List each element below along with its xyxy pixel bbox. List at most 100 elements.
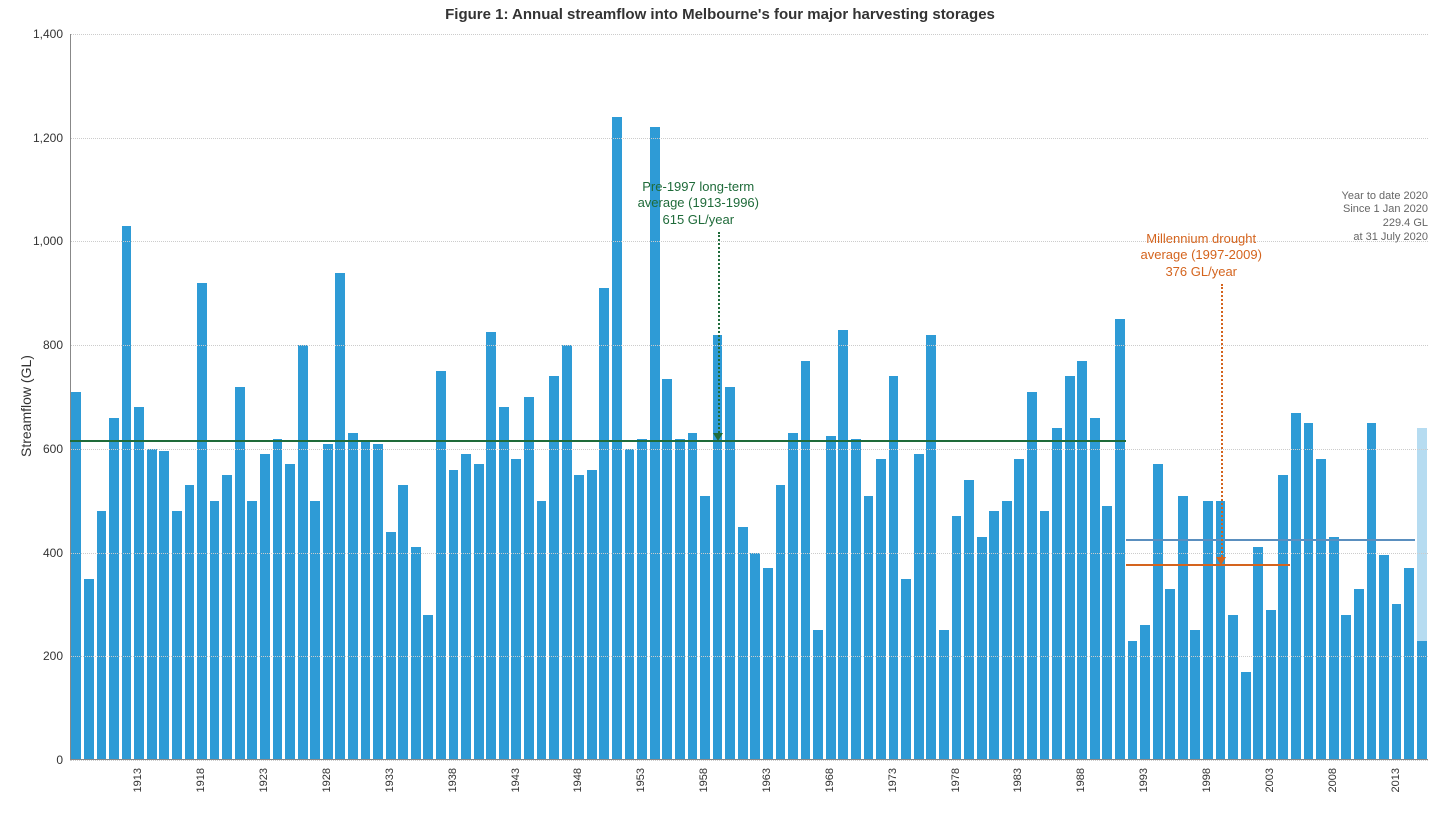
annotation-line: Pre-1997 long-term — [638, 179, 759, 195]
bar — [688, 433, 698, 760]
x-tick-label: 1938 — [447, 768, 459, 828]
bar — [499, 407, 509, 760]
bar — [1115, 319, 1125, 760]
annotation-arrow-pre1997 — [713, 433, 723, 441]
bar — [159, 451, 169, 760]
bar — [813, 630, 823, 760]
x-axis-line — [70, 759, 1428, 760]
bar — [801, 361, 811, 760]
y-tick-label: 1,200 — [15, 131, 63, 145]
bar — [599, 288, 609, 760]
bar — [788, 433, 798, 760]
annotation-line: average (1913-1996) — [638, 195, 759, 211]
bar — [1014, 459, 1024, 760]
bar — [172, 511, 182, 760]
bar — [1278, 475, 1288, 760]
bar — [625, 449, 635, 760]
x-tick-label: 1933 — [384, 768, 396, 828]
bar — [185, 485, 195, 760]
annotation-leader-millennium — [1221, 284, 1223, 557]
x-tick-label: 1973 — [887, 768, 899, 828]
bar — [1002, 501, 1012, 760]
bar — [134, 407, 144, 760]
bar — [1304, 423, 1314, 760]
bar — [436, 371, 446, 760]
bar — [84, 579, 94, 761]
x-tick-label: 1953 — [635, 768, 647, 828]
last-bar-footnote: Year to date 2020Since 1 Jan 2020229.4 G… — [1278, 190, 1428, 245]
bar — [537, 501, 547, 760]
bar — [612, 117, 622, 760]
reference-line-post1997 — [1126, 539, 1415, 541]
x-tick-label: 2003 — [1264, 768, 1276, 828]
bar — [411, 547, 421, 760]
bar — [587, 470, 597, 760]
bar — [901, 579, 911, 761]
bar — [889, 376, 899, 760]
bar — [864, 496, 874, 760]
bar — [738, 527, 748, 760]
bar — [285, 464, 295, 760]
bar — [1367, 423, 1377, 760]
bar — [1153, 464, 1163, 760]
footnote-line: Since 1 Jan 2020 — [1278, 203, 1428, 217]
bar — [1228, 615, 1238, 760]
bar — [247, 501, 257, 760]
bar — [486, 332, 496, 760]
bar — [1329, 537, 1339, 760]
x-tick-label: 1963 — [761, 768, 773, 828]
bar — [1165, 589, 1175, 760]
bar — [1090, 418, 1100, 760]
bar — [977, 537, 987, 760]
annotation-leader-pre1997 — [718, 232, 720, 433]
x-tick-label: 1943 — [510, 768, 522, 828]
bar — [222, 475, 232, 760]
bar — [1178, 496, 1188, 760]
x-tick-label: 1988 — [1075, 768, 1087, 828]
bar — [1392, 604, 1402, 760]
x-tick-label: 1928 — [321, 768, 333, 828]
footnote-line: 229.4 GL — [1278, 217, 1428, 231]
gridline — [70, 345, 1428, 347]
bar — [423, 615, 433, 760]
y-tick-label: 400 — [15, 546, 63, 560]
bar — [1291, 413, 1301, 760]
annotation-line: Millennium drought — [1141, 231, 1262, 247]
gridline — [70, 553, 1428, 555]
x-tick-label: 1918 — [195, 768, 207, 828]
bar — [637, 439, 647, 761]
bar — [1341, 615, 1351, 760]
gridline — [70, 656, 1428, 658]
x-tick-label: 2008 — [1327, 768, 1339, 828]
annotation-line: average (1997-2009) — [1141, 247, 1262, 263]
chart-container: Figure 1: Annual streamflow into Melbour… — [0, 0, 1440, 826]
bar — [71, 392, 81, 760]
y-tick-label: 200 — [15, 649, 63, 663]
bar — [1266, 610, 1276, 760]
x-tick-label: 1968 — [824, 768, 836, 828]
annotation-pre1997: Pre-1997 long-termaverage (1913-1996)615… — [638, 179, 759, 228]
bar — [1077, 361, 1087, 760]
bar — [449, 470, 459, 760]
bar — [838, 330, 848, 760]
x-tick-label: 1993 — [1138, 768, 1150, 828]
bar — [348, 433, 358, 760]
bar — [310, 501, 320, 760]
bar — [926, 335, 936, 760]
annotation-millennium: Millennium droughtaverage (1997-2009)376… — [1141, 231, 1262, 280]
bar — [373, 444, 383, 760]
bar — [1052, 428, 1062, 760]
bar — [235, 387, 245, 760]
bar — [826, 436, 836, 760]
bar — [511, 459, 521, 760]
bar — [97, 511, 107, 760]
y-tick-label: 0 — [15, 753, 63, 767]
y-axis-title: Streamflow (GL) — [18, 355, 34, 457]
bar — [1128, 641, 1138, 760]
bar — [964, 480, 974, 760]
bar — [1102, 506, 1112, 760]
bar — [323, 444, 333, 760]
bar — [851, 439, 861, 761]
bar — [1140, 625, 1150, 760]
x-tick-label: 1983 — [1012, 768, 1024, 828]
